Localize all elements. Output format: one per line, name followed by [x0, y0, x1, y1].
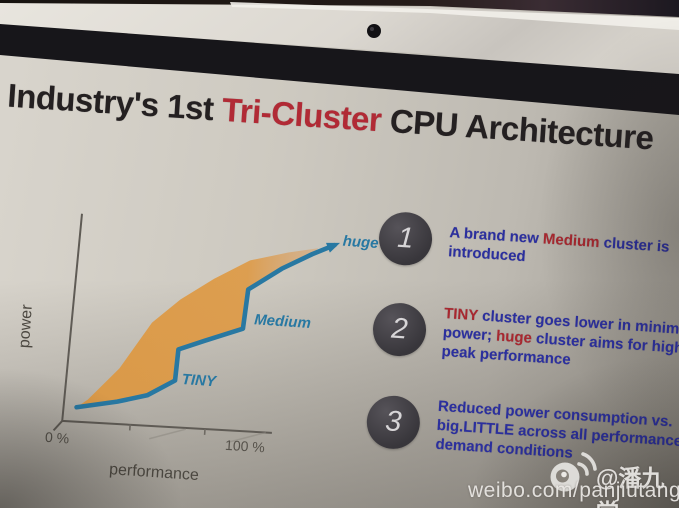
y-axis-label: power — [16, 303, 36, 348]
x-axis-label: performance — [109, 461, 200, 484]
curve-arrowhead-icon — [325, 242, 341, 253]
point-text-1: A brand new Medium cluster is introduced — [447, 223, 671, 265]
axis-origin-3d-line — [52, 420, 63, 432]
list-item-1: 1 A brand new Medium cluster is introduce… — [377, 210, 679, 285]
tri-cluster-curve — [74, 242, 337, 410]
curve-label-huge: huge — [342, 233, 379, 252]
list-item-2: 2 TINY cluster goes lower in minimum powe… — [371, 299, 679, 377]
floor-line-1 — [149, 428, 187, 440]
number-badge-3: 3 — [365, 394, 422, 451]
x-tick-label-0: 0 % — [45, 429, 70, 447]
power-performance-chart: TINY Medium huge power performance 0 % 100… — [0, 189, 387, 508]
curve-label-medium: Medium — [254, 311, 312, 332]
watermark-url: weibo.com/panjiutang — [468, 479, 679, 502]
number-badge-2: 2 — [371, 301, 428, 358]
curve-label-tiny: TINY — [181, 371, 218, 390]
number-badge-1: 1 — [377, 210, 434, 267]
big-little-power-gap-area — [76, 248, 319, 408]
slide-content: Industry's 1st Tri-Cluster CPU Architect… — [0, 60, 679, 508]
curve-labels: TINY Medium huge — [181, 233, 379, 391]
point-text-2: TINY cluster goes lower in minimum power;… — [441, 305, 679, 369]
floor-line-2 — [228, 431, 267, 443]
watermark-handle: @潘九堂 — [596, 465, 665, 508]
weibo-logo-icon — [550, 452, 597, 492]
x-tick-label-100: 100 % — [225, 437, 266, 456]
